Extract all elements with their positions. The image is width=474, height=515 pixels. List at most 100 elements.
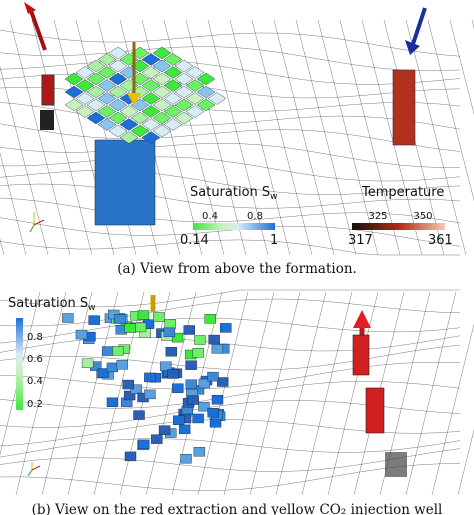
mesh-line <box>0 463 461 491</box>
cell <box>165 347 178 357</box>
arrow-head <box>127 93 141 106</box>
min-label: 317 <box>348 233 373 248</box>
cell <box>163 327 176 338</box>
mesh-line <box>0 156 461 182</box>
mesh-line <box>67 291 119 496</box>
axes-triad <box>27 462 41 477</box>
cell <box>163 105 183 118</box>
well-segment <box>352 334 370 376</box>
arrow-head <box>353 310 371 328</box>
cell <box>62 313 74 323</box>
cell <box>174 111 194 125</box>
cell <box>152 46 172 60</box>
cell <box>141 131 161 144</box>
cell <box>86 98 106 112</box>
cell <box>108 98 128 112</box>
cell <box>151 434 163 444</box>
cell <box>152 124 172 138</box>
cell <box>163 118 183 131</box>
cell <box>207 371 219 382</box>
mesh-line <box>229 19 291 256</box>
cell <box>141 105 161 118</box>
cell <box>207 407 219 418</box>
well-segment <box>41 74 55 106</box>
mesh-line <box>301 291 353 496</box>
cell <box>185 66 205 79</box>
mesh-line <box>0 298 461 327</box>
cell <box>108 124 128 138</box>
cell <box>174 98 194 112</box>
cell <box>153 312 165 322</box>
mesh-line <box>457 429 474 496</box>
cell <box>185 79 205 92</box>
caption-a: (a) View from above the formation. <box>117 261 357 277</box>
axes-triad <box>29 212 45 233</box>
cell <box>130 111 150 125</box>
mesh-line <box>0 66 49 256</box>
cell <box>97 53 117 66</box>
mesh-line <box>0 217 461 247</box>
mesh-line <box>197 291 249 496</box>
cell <box>141 53 161 66</box>
cell <box>152 85 172 99</box>
mesh-line <box>223 291 275 496</box>
arrow-head <box>405 40 420 55</box>
cell <box>124 451 137 462</box>
mesh-line <box>251 19 313 256</box>
cell <box>183 325 195 335</box>
mesh-line <box>0 238 5 256</box>
cell <box>97 92 117 105</box>
temperature-title: Temperature <box>361 185 444 200</box>
well-segment <box>40 110 54 130</box>
tick: 0.4 <box>202 211 218 222</box>
cell <box>134 322 147 333</box>
mesh-line <box>15 291 67 496</box>
mesh-line <box>0 419 461 447</box>
mesh-line <box>0 289 460 308</box>
max-label: 361 <box>428 233 453 248</box>
saturation-title: Saturation Sw <box>8 296 96 313</box>
mesh-line <box>0 59 461 85</box>
cell <box>196 85 216 99</box>
tick: 0.4 <box>27 376 43 387</box>
cell <box>194 335 206 345</box>
temperature-colorbar <box>352 223 445 230</box>
cell <box>185 379 197 389</box>
cell <box>112 346 124 356</box>
cell <box>108 59 128 73</box>
mesh-line <box>41 291 93 496</box>
mesh-line <box>339 19 401 256</box>
cell <box>185 360 197 370</box>
mesh-line <box>427 19 474 201</box>
cell <box>75 329 88 340</box>
cell <box>193 447 206 457</box>
mesh-line <box>405 19 467 256</box>
cell <box>75 105 95 118</box>
cell <box>106 362 119 373</box>
tick: 325 <box>368 211 387 222</box>
cell <box>141 92 161 105</box>
tick: 0.6 <box>27 354 43 365</box>
mesh-line <box>0 291 41 456</box>
cell <box>163 79 183 92</box>
cell <box>119 118 139 131</box>
cell <box>106 397 119 408</box>
mesh-line <box>431 323 474 496</box>
mesh-line <box>249 291 301 496</box>
cell <box>141 66 161 79</box>
caption-b: (b) View on the red extraction and yello… <box>32 502 443 515</box>
cell <box>152 98 172 112</box>
mesh-line <box>0 381 461 409</box>
mesh-line <box>0 344 461 371</box>
cell <box>75 66 95 79</box>
plume-column <box>94 139 156 226</box>
cell <box>144 372 156 383</box>
mesh-line <box>295 19 357 256</box>
mesh-line <box>0 448 461 472</box>
mesh-line <box>405 291 457 496</box>
cell <box>124 323 136 333</box>
well-arrow <box>411 7 427 45</box>
cell <box>172 383 184 393</box>
mesh-line <box>0 197 461 224</box>
cell <box>97 66 117 79</box>
